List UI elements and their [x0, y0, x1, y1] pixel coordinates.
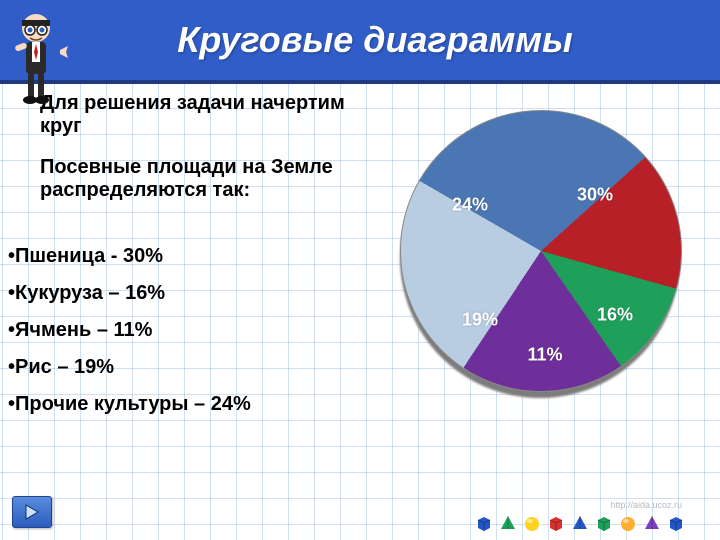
pie-label: 19%: [462, 310, 498, 331]
intro-line-1: Для решения задачи начертим круг: [40, 92, 360, 138]
list-item: •Прочие культуры – 24%: [8, 393, 348, 416]
shape-icon: [643, 514, 661, 532]
pie-label: 30%: [577, 185, 613, 206]
list-item: •Кукуруза – 16%: [8, 282, 348, 305]
crop-list: •Пшеница - 30% •Кукуруза – 16% •Ячмень –…: [8, 245, 348, 430]
shape-icon: [667, 514, 685, 532]
mascot-icon: [10, 8, 70, 108]
pie-chart: 30% 16% 11% 19% 24%: [390, 100, 690, 400]
next-button[interactable]: [12, 496, 52, 528]
list-item: •Ячмень – 11%: [8, 319, 348, 342]
list-item: •Рис – 19%: [8, 356, 348, 379]
intro-text-block: Для решения задачи начертим круг Посевны…: [40, 92, 360, 220]
shape-icon: [499, 514, 517, 532]
shape-icon: [475, 514, 493, 532]
pie-label: 11%: [527, 345, 562, 366]
shape-icon: [547, 514, 565, 532]
slide: Круговые диаграммы Для решения задачи на…: [0, 0, 720, 540]
shape-icon: [571, 514, 589, 532]
shape-icon: [595, 514, 613, 532]
url-note: http://aida.ucoz.ru: [610, 500, 682, 510]
list-item: •Пшеница - 30%: [8, 245, 348, 268]
intro-line-2: Посевные площади на Земле распределяются…: [40, 156, 360, 202]
pie-label: 24%: [452, 195, 488, 216]
shape-icon: [619, 514, 637, 532]
footer-shapes: [475, 514, 685, 532]
title-bar: Круговые диаграммы: [0, 0, 720, 84]
slide-title: Круговые диаграммы: [177, 19, 573, 61]
play-icon: [23, 503, 41, 521]
shape-icon: [523, 514, 541, 532]
pie-label: 16%: [597, 305, 633, 326]
